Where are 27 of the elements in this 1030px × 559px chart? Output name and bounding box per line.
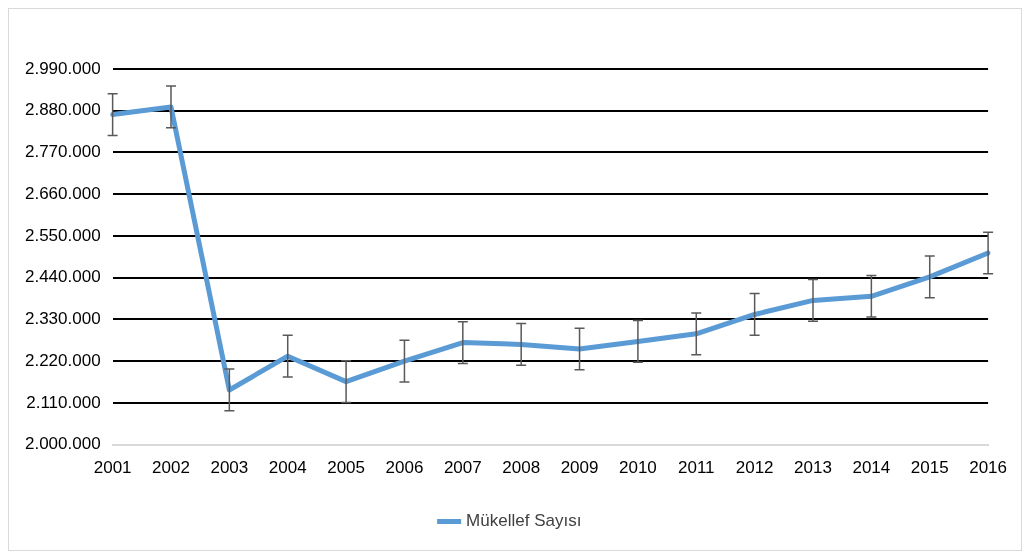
x-tick-label: 2006 xyxy=(385,458,424,478)
x-tick-label: 2015 xyxy=(910,458,949,478)
x-tick-label: 2004 xyxy=(268,458,307,478)
x-tick-label: 2012 xyxy=(735,458,774,478)
y-tick-label: 2.550.000 xyxy=(24,225,101,245)
x-tick-label: 2001 xyxy=(93,458,132,478)
x-tick-label: 2010 xyxy=(618,458,657,478)
y-tick-label: 2.770.000 xyxy=(24,142,101,162)
x-tick-label: 2014 xyxy=(852,458,891,478)
x-tick-label: 2002 xyxy=(152,458,190,478)
y-tick-label: 2.440.000 xyxy=(24,267,101,287)
x-tick-label: 2013 xyxy=(794,458,832,478)
y-tick-label: 2.880.000 xyxy=(24,100,101,120)
x-tick-label: 2008 xyxy=(502,458,541,478)
x-tick-label: 2016 xyxy=(969,458,1007,478)
x-tick-label: 2009 xyxy=(560,458,599,478)
y-tick-label: 2.000.000 xyxy=(24,434,101,454)
x-tick-label: 2007 xyxy=(443,458,482,478)
y-tick-label: 2.220.000 xyxy=(24,350,101,370)
x-tick-label: 2011 xyxy=(677,458,715,478)
legend-label: Mükellef Sayısı xyxy=(466,511,582,531)
y-tick-label: 2.110.000 xyxy=(26,392,101,412)
x-tick-label: 2005 xyxy=(327,458,365,478)
x-tick-label: 2003 xyxy=(210,458,249,478)
y-tick-label: 2.990.000 xyxy=(24,58,101,78)
y-tick-label: 2.660.000 xyxy=(24,183,101,203)
y-tick-label: 2.330.000 xyxy=(24,309,101,329)
